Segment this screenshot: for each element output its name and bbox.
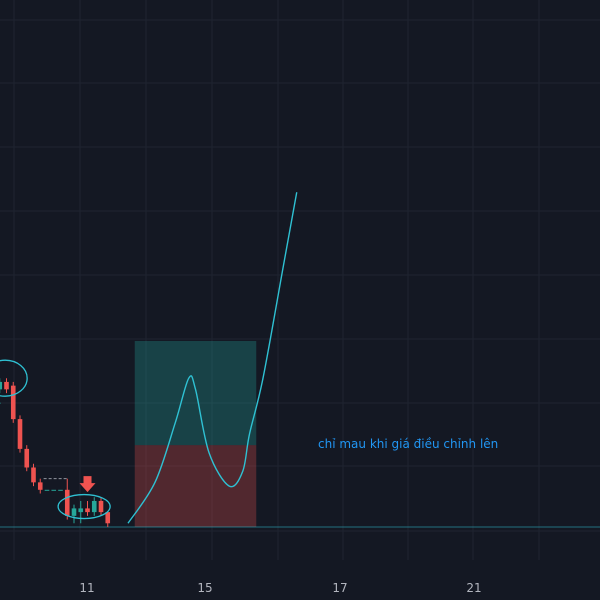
candle	[0, 378, 3, 394]
candle	[44, 489, 50, 491]
candle-body	[17, 419, 23, 449]
candle-body	[4, 381, 9, 390]
candle-body	[78, 508, 84, 513]
target-zone[interactable]	[134, 341, 257, 446]
candle	[31, 463, 36, 487]
candle-body	[51, 489, 57, 491]
stop-zone[interactable]	[134, 445, 257, 527]
candle-body	[0, 381, 3, 390]
candle	[91, 497, 97, 516]
candle-body	[10, 385, 16, 420]
candle	[105, 512, 111, 527]
candle-body	[37, 482, 43, 490]
candle	[71, 504, 77, 524]
candle	[85, 500, 90, 516]
candle-body	[31, 467, 36, 483]
candle-body	[85, 508, 90, 513]
highlight-ellipses[interactable]	[0, 359, 111, 520]
candle	[58, 489, 63, 491]
candle	[98, 497, 104, 516]
long-position-tool[interactable]	[134, 341, 257, 527]
candle	[37, 478, 43, 494]
candle	[64, 478, 70, 520]
candle	[10, 381, 16, 423]
candles	[0, 378, 111, 527]
candle-body	[24, 448, 30, 468]
projection-curve[interactable]	[127, 192, 298, 524]
chart-grid	[0, 0, 600, 560]
candle-body	[91, 500, 97, 513]
candle-body	[44, 489, 50, 491]
candle	[17, 415, 23, 453]
candle-body	[71, 508, 77, 516]
candle	[51, 489, 57, 491]
candle	[4, 378, 9, 394]
candle	[78, 500, 84, 524]
candle-body	[105, 512, 111, 524]
candle-body	[98, 500, 104, 513]
arrow-down-icon	[79, 476, 96, 493]
highlight-ellipse[interactable]	[0, 359, 28, 397]
x-tick-label: 15	[197, 581, 212, 595]
annotation-text[interactable]: chỉ mau khi giá điều chỉnh lên	[318, 437, 498, 451]
x-tick-label: 17	[332, 581, 347, 595]
arrow-up-icon	[0, 402, 1, 404]
candle-body	[64, 489, 70, 516]
x-tick-label: 21	[466, 581, 481, 595]
x-axis-ticks: 11 15 17 21	[79, 581, 481, 595]
candle	[24, 445, 30, 472]
highlight-ellipse[interactable]	[57, 493, 111, 520]
x-tick-label: 11	[79, 581, 94, 595]
candle-body	[58, 489, 63, 491]
signal-markers	[0, 402, 96, 493]
